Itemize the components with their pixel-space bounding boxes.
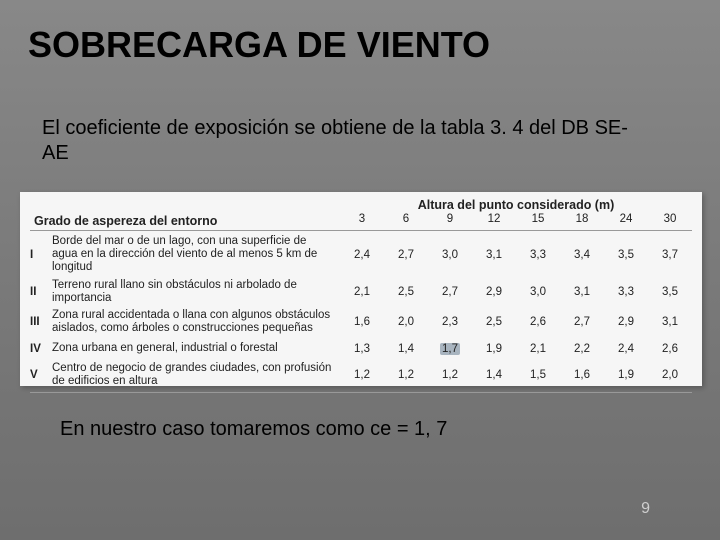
row-roman: V <box>30 369 52 381</box>
header-right-title: Altura del punto considerado (m) <box>340 198 692 213</box>
row-roman: II <box>30 286 52 298</box>
table-header-row: Grado de aspereza del entorno Altura del… <box>30 198 692 228</box>
row-values: 1,62,02,32,52,62,72,93,1 <box>340 316 692 328</box>
cell-value: 3,5 <box>604 249 648 261</box>
cell-value: 3,1 <box>560 286 604 298</box>
cell-value: 1,2 <box>340 369 384 381</box>
cell-value: 1,6 <box>340 316 384 328</box>
header-right-wrap: Altura del punto considerado (m) 3691215… <box>340 198 692 228</box>
cell-value: 2,7 <box>560 316 604 328</box>
header-col: 12 <box>472 213 516 228</box>
cell-value: 1,4 <box>472 369 516 381</box>
cell-value: 3,0 <box>516 286 560 298</box>
row-desc: Zona rural accidentada o llana con algun… <box>52 309 340 335</box>
table-row: IIIZona rural accidentada o llana con al… <box>30 307 692 337</box>
cell-value: 1,3 <box>340 343 384 355</box>
table-row: IITerreno rural llano sin obstáculos ni … <box>30 277 692 307</box>
header-col: 18 <box>560 213 604 228</box>
cell-value: 2,5 <box>472 316 516 328</box>
row-values: 2,42,73,03,13,33,43,53,7 <box>340 249 692 261</box>
cell-value: 2,6 <box>648 343 692 355</box>
header-col: 9 <box>428 213 472 228</box>
cell-value: 1,7 <box>428 343 472 355</box>
footer-divider <box>30 392 692 393</box>
highlighted-value: 1,7 <box>440 343 460 355</box>
cell-value: 1,4 <box>384 343 428 355</box>
row-desc: Terreno rural llano sin obstáculos ni ar… <box>52 279 340 305</box>
header-col: 24 <box>604 213 648 228</box>
row-desc: Centro de negocio de grandes ciudades, c… <box>52 362 340 388</box>
cell-value: 1,5 <box>516 369 560 381</box>
page-number: 9 <box>641 500 650 518</box>
row-desc: Borde del mar o de un lago, con una supe… <box>52 235 340 275</box>
table-row: VCentro de negocio de grandes ciudades, … <box>30 360 692 390</box>
cell-value: 2,0 <box>648 369 692 381</box>
row-roman: IV <box>30 343 52 355</box>
header-col: 6 <box>384 213 428 228</box>
cell-value: 2,9 <box>472 286 516 298</box>
header-col: 30 <box>648 213 692 228</box>
cell-value: 3,0 <box>428 249 472 261</box>
cell-value: 2,4 <box>604 343 648 355</box>
header-col: 3 <box>340 213 384 228</box>
cell-value: 1,9 <box>472 343 516 355</box>
cell-value: 2,1 <box>340 286 384 298</box>
cell-value: 3,4 <box>560 249 604 261</box>
cell-value: 2,0 <box>384 316 428 328</box>
page-title: SOBRECARGA DE VIENTO <box>28 24 490 66</box>
row-values: 1,31,4 1,7 1,92,12,22,42,6 <box>340 343 692 355</box>
cell-value: 2,4 <box>340 249 384 261</box>
header-divider <box>30 230 692 231</box>
cell-value: 2,1 <box>516 343 560 355</box>
cell-value: 3,3 <box>604 286 648 298</box>
row-desc: Zona urbana en general, industrial o for… <box>52 342 340 355</box>
cell-value: 2,7 <box>384 249 428 261</box>
header-col: 15 <box>516 213 560 228</box>
cell-value: 3,3 <box>516 249 560 261</box>
cell-value: 3,5 <box>648 286 692 298</box>
table-body: IBorde del mar o de un lago, con una sup… <box>30 233 692 390</box>
row-roman: I <box>30 249 52 261</box>
cell-value: 3,7 <box>648 249 692 261</box>
exposure-table: Grado de aspereza del entorno Altura del… <box>20 192 702 386</box>
table-row: IBorde del mar o de un lago, con una sup… <box>30 233 692 277</box>
cell-value: 3,1 <box>648 316 692 328</box>
row-roman: III <box>30 316 52 328</box>
row-values: 2,12,52,72,93,03,13,33,5 <box>340 286 692 298</box>
cell-value: 1,2 <box>384 369 428 381</box>
cell-value: 1,2 <box>428 369 472 381</box>
cell-value: 2,2 <box>560 343 604 355</box>
cell-value: 2,9 <box>604 316 648 328</box>
cell-value: 2,5 <box>384 286 428 298</box>
cell-value: 2,7 <box>428 286 472 298</box>
header-columns: 3691215182430 <box>340 213 692 228</box>
table-row: IVZona urbana en general, industrial o f… <box>30 338 692 360</box>
conclusion-text: En nuestro caso tomaremos como ce = 1, 7 <box>60 418 447 441</box>
row-values: 1,21,21,21,41,51,61,92,0 <box>340 369 692 381</box>
cell-value: 2,6 <box>516 316 560 328</box>
cell-value: 3,1 <box>472 249 516 261</box>
cell-value: 2,3 <box>428 316 472 328</box>
cell-value: 1,9 <box>604 369 648 381</box>
cell-value: 1,6 <box>560 369 604 381</box>
intro-text: El coeficiente de exposición se obtiene … <box>42 116 642 166</box>
header-left: Grado de aspereza del entorno <box>30 214 340 228</box>
